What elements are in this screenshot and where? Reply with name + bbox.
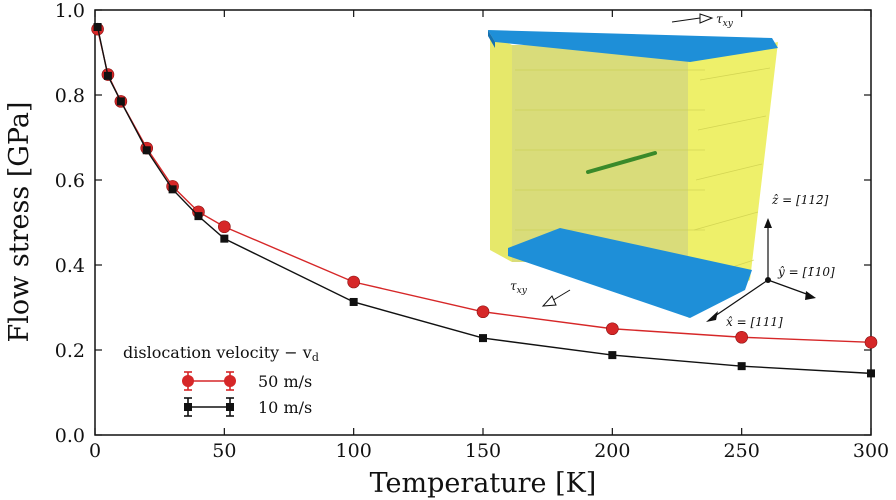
y-axis-arrow-icon [805,291,816,300]
series-line [96,26,872,375]
legend-label: 10 m/s [258,398,312,417]
x-tick-label: 50 [212,440,236,462]
x-tick-label: 200 [594,440,630,462]
data-point [867,369,875,378]
data-point [608,351,617,360]
svg-text:τxy: τxy [716,12,734,29]
data-point [93,23,102,31]
inset-y-axis-label: ŷ = [1̄10] [777,265,835,279]
y-tick-label: 0.2 [55,340,85,362]
inset-z-axis-label: ẑ = [112̄] [771,193,829,207]
series-10-m-s [93,23,875,378]
tau-bottom-arrow-icon [541,295,557,307]
x-axis-title: Temperature [K] [370,468,597,499]
series-layer [91,22,878,378]
legend-entry: 50 m/s [182,371,312,391]
legend-title: dislocation velocity − vd [123,343,319,364]
data-point [737,362,746,371]
inset-top-slab-front [488,30,495,48]
y-tick-label: 0.8 [55,85,85,107]
inset-tau-top: τxy [671,12,734,29]
x-tick-label: 100 [336,440,372,462]
data-point [476,305,490,319]
data-point [347,275,360,289]
inset-top-slab [488,30,778,62]
data-point [142,146,151,155]
z-axis-arrow-icon [764,218,772,228]
y-axis-ticks: 0.0 0.2 0.4 0.6 0.8 1.0 [55,0,871,447]
inset-back-wall [512,45,738,262]
inset-x-axis-label: x̂ = [111] [726,315,783,329]
y-tick-label: 0.0 [55,425,85,447]
y-tick-label: 0.4 [55,255,85,277]
legend-marker [226,403,234,411]
x-tick-label: 250 [724,440,760,462]
inset-tau-bottom: τxy [510,279,571,307]
legend-marker [224,375,236,387]
x-tick-label: 0 [89,440,101,462]
legend-entry: 10 m/s [184,397,312,417]
data-point [220,234,229,243]
y-tick-label: 0.6 [55,170,85,192]
x-axis-ticks: 0 50 100 150 200 250 300 [89,10,889,462]
data-point [218,220,231,234]
data-point [349,297,358,306]
legend-label: 50 m/s [258,372,312,391]
inset-coordinate-axes: ẑ = [112̄] ŷ = [1̄10] x̂ = [111] [706,193,835,329]
data-point [864,336,878,349]
data-point [116,97,125,106]
legend: dislocation velocity − vd 50 m/s 10 m/s [123,343,319,417]
svg-text:τxy: τxy [510,279,528,296]
x-axis-arrow-icon [706,311,718,322]
data-point [479,334,487,343]
x-tick-label: 300 [853,440,889,462]
y-axis-title: Flow stress [GPa] [4,102,35,343]
y-tick-label: 1.0 [55,0,85,22]
x-tick-label: 150 [465,440,501,462]
inset-simulation-box: τxy τxy ẑ = [112̄] ŷ = [1̄10] x̂ = [111] [488,12,835,329]
legend-entries: 50 m/s 10 m/s [182,371,312,417]
data-point [194,212,203,221]
inset-left-wall [490,35,512,262]
tau-top-arrow-icon [699,13,714,24]
data-point [168,185,177,194]
legend-marker [182,375,194,387]
inset-dislocation-line [586,151,657,174]
inset-right-wall [688,42,778,318]
data-point [606,322,619,336]
data-point [735,330,748,344]
inset-bottom-slab [508,228,752,318]
legend-marker [184,403,192,411]
data-point [103,71,112,80]
